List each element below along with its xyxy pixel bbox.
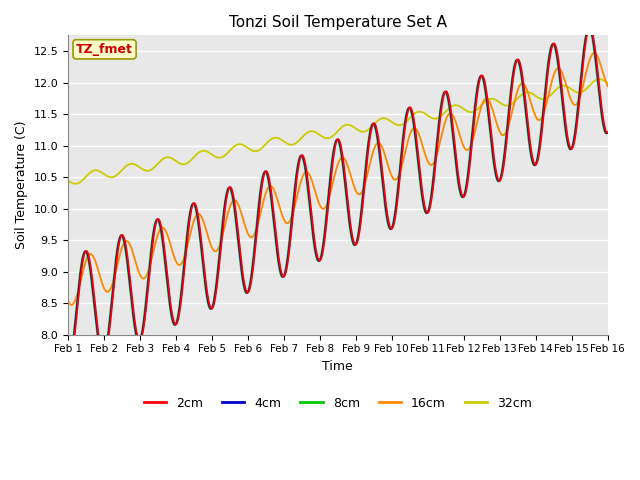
- Y-axis label: Soil Temperature (C): Soil Temperature (C): [15, 120, 28, 249]
- Title: Tonzi Soil Temperature Set A: Tonzi Soil Temperature Set A: [229, 15, 447, 30]
- X-axis label: Time: Time: [323, 360, 353, 373]
- Legend: 2cm, 4cm, 8cm, 16cm, 32cm: 2cm, 4cm, 8cm, 16cm, 32cm: [139, 392, 537, 415]
- Text: TZ_fmet: TZ_fmet: [76, 43, 133, 56]
